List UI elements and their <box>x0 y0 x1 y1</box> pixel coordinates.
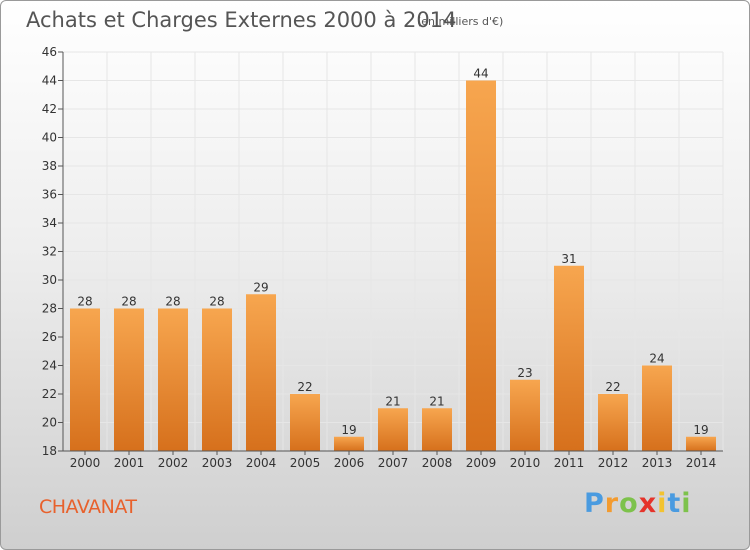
bar <box>290 394 320 451</box>
data-label: 19 <box>693 423 708 437</box>
y-tick-label: 36 <box>42 188 57 202</box>
y-tick-label: 24 <box>42 359 57 373</box>
y-tick-label: 22 <box>42 387 57 401</box>
axes: 18 20 22 24 26 28 30 32 34 36 38 40 42 44 46 2000 2001 20… <box>42 45 723 470</box>
x-tick-label: 2011 <box>554 456 585 470</box>
bar <box>202 308 232 451</box>
labels: 28 28 28 28 29 22 19 21 21 44 23 31 22 24 19 <box>77 67 708 437</box>
data-label: 28 <box>77 295 92 309</box>
data-label: 19 <box>341 423 356 437</box>
bar <box>70 308 100 451</box>
x-tick-label: 2003 <box>202 456 233 470</box>
y-tick-label: 20 <box>42 416 57 430</box>
proxiti-logo[interactable]: Proxiti <box>584 488 692 519</box>
data-label: 22 <box>605 380 620 394</box>
y-tick-label: 34 <box>42 216 57 230</box>
y-tick-label: 46 <box>42 45 57 59</box>
y-tick-label: 38 <box>42 159 57 173</box>
x-tick-label: 2005 <box>290 456 321 470</box>
y-tick-label: 28 <box>42 302 57 316</box>
x-tick-label: 2010 <box>510 456 541 470</box>
y-tick-label: 30 <box>42 273 57 287</box>
x-tick-label: 2002 <box>158 456 189 470</box>
x-tick-label: 2009 <box>466 456 497 470</box>
data-label: 21 <box>429 394 444 408</box>
x-tick-label: 2014 <box>686 456 717 470</box>
data-label: 24 <box>649 352 664 366</box>
data-label: 31 <box>561 252 576 266</box>
x-tick-label: 2012 <box>598 456 629 470</box>
bar <box>686 436 716 451</box>
y-tick-label: 40 <box>42 131 57 145</box>
y-tick-label: 42 <box>42 102 57 116</box>
x-tick-label: 2004 <box>246 456 277 470</box>
bar <box>642 365 672 451</box>
x-tick-label: 2007 <box>378 456 409 470</box>
data-label: 28 <box>121 295 136 309</box>
chart-title: Achats et Charges Externes 2000 à 2014 <box>26 8 457 32</box>
bar <box>246 294 276 451</box>
x-tick-label: 2008 <box>422 456 453 470</box>
bar <box>114 308 144 451</box>
data-label: 29 <box>253 280 268 294</box>
x-tick-label: 2000 <box>70 456 101 470</box>
bar <box>554 265 584 451</box>
bar <box>466 80 496 451</box>
x-tick-label: 2006 <box>334 456 365 470</box>
bar <box>598 394 628 451</box>
bar <box>334 436 364 451</box>
bar <box>158 308 188 451</box>
y-tick-label: 32 <box>42 245 57 259</box>
data-label: 23 <box>517 366 532 380</box>
y-tick-label: 26 <box>42 330 57 344</box>
data-label: 22 <box>297 380 312 394</box>
bars <box>70 80 716 451</box>
commune-name: CHAVANAT <box>39 496 137 518</box>
chart-unit: (en milliers d'€) <box>417 15 504 28</box>
data-label: 44 <box>473 67 488 81</box>
x-tick-label: 2013 <box>642 456 673 470</box>
y-tick-label: 44 <box>42 74 57 88</box>
data-label: 28 <box>165 295 180 309</box>
data-label: 28 <box>209 295 224 309</box>
data-label: 21 <box>385 394 400 408</box>
bar <box>510 379 540 451</box>
bar <box>422 408 452 451</box>
bar <box>378 408 408 451</box>
y-tick-label: 18 <box>42 444 57 458</box>
x-tick-label: 2001 <box>114 456 145 470</box>
